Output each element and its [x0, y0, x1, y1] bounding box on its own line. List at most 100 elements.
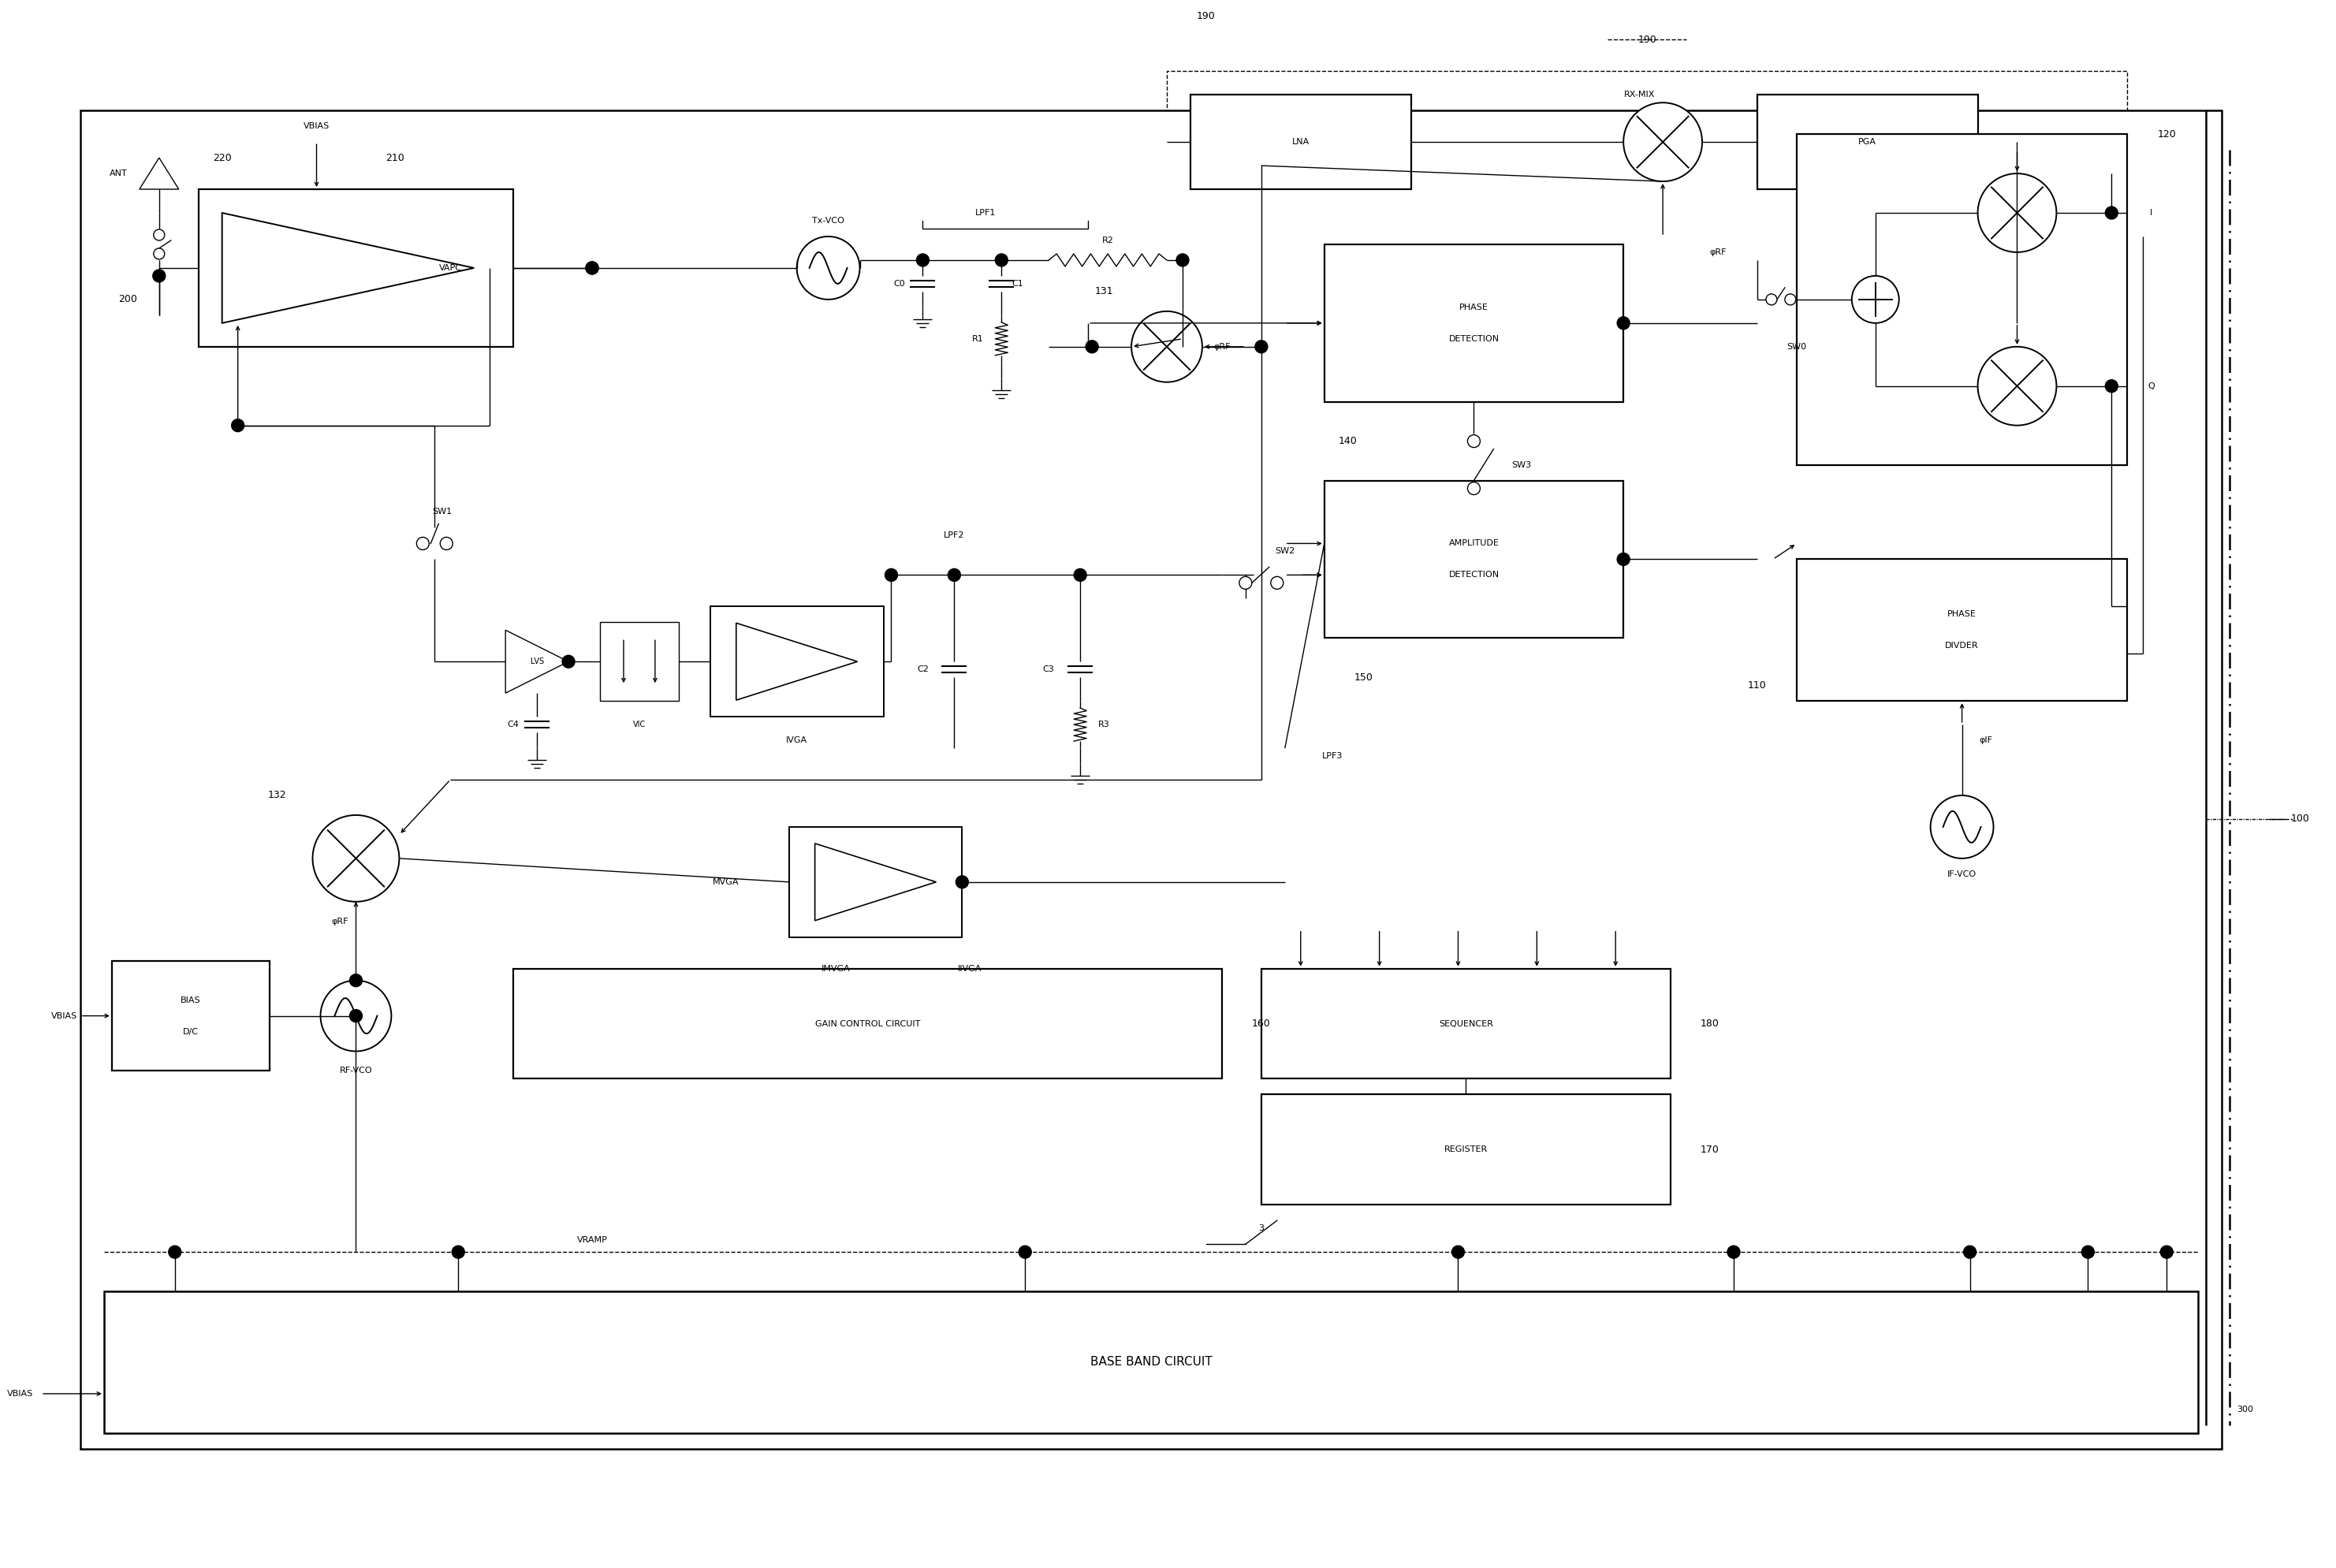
Text: DETECTION: DETECTION	[1448, 571, 1500, 579]
Bar	[105, 1292, 2198, 1433]
Bar	[1757, 94, 1979, 190]
Text: SW2: SW2	[1275, 547, 1294, 555]
Circle shape	[439, 538, 453, 550]
Circle shape	[154, 248, 164, 259]
Circle shape	[885, 569, 897, 582]
Text: PHASE: PHASE	[1460, 303, 1488, 312]
Text: 300: 300	[2238, 1405, 2254, 1413]
Text: 160: 160	[1252, 1019, 1271, 1029]
Bar	[600, 622, 680, 701]
Circle shape	[451, 1245, 465, 1258]
Circle shape	[1254, 340, 1268, 353]
Text: VRAMP: VRAMP	[577, 1236, 607, 1243]
Circle shape	[320, 980, 392, 1051]
Text: 190: 190	[1638, 34, 1656, 45]
Bar	[79, 110, 2222, 1449]
Text: LNA: LNA	[1292, 138, 1310, 146]
Text: PGA: PGA	[1859, 138, 1876, 146]
Bar	[514, 969, 1222, 1079]
Circle shape	[1766, 293, 1778, 304]
Text: 140: 140	[1339, 436, 1357, 447]
Circle shape	[1965, 1245, 1976, 1258]
Text: VAPC: VAPC	[439, 263, 463, 271]
Circle shape	[995, 254, 1007, 267]
Circle shape	[1018, 1245, 1033, 1258]
Text: BIAS: BIAS	[180, 996, 201, 1004]
Text: φIF: φIF	[1979, 737, 1993, 745]
Circle shape	[1979, 174, 2056, 252]
Circle shape	[1785, 293, 1796, 304]
Bar	[790, 826, 962, 938]
Circle shape	[1979, 347, 2056, 425]
Text: φRF: φRF	[1710, 248, 1726, 256]
Circle shape	[1617, 317, 1631, 329]
Circle shape	[1177, 254, 1189, 267]
Text: REGISTER: REGISTER	[1444, 1146, 1488, 1154]
Text: φRF: φRF	[1212, 343, 1231, 351]
Bar	[1166, 71, 2128, 213]
Text: VBIAS: VBIAS	[51, 1011, 77, 1019]
Circle shape	[1240, 577, 1252, 590]
Text: LPF2: LPF2	[944, 532, 965, 539]
Circle shape	[586, 262, 598, 274]
Text: 132: 132	[269, 790, 287, 801]
Circle shape	[1467, 434, 1481, 447]
Bar	[1261, 1094, 1670, 1204]
Text: D/C: D/C	[182, 1027, 199, 1035]
Text: C2: C2	[918, 665, 930, 673]
Bar	[1325, 245, 1624, 401]
Text: 170: 170	[1701, 1145, 1719, 1154]
Circle shape	[154, 229, 164, 240]
Circle shape	[1271, 577, 1282, 590]
Circle shape	[586, 262, 598, 274]
Text: 131: 131	[1096, 287, 1114, 296]
Text: I: I	[2149, 209, 2151, 216]
Text: BASE BAND CIRCUIT: BASE BAND CIRCUIT	[1091, 1356, 1212, 1369]
Text: 220: 220	[213, 152, 231, 163]
Bar	[1325, 480, 1624, 638]
Circle shape	[1852, 276, 1899, 323]
Text: 110: 110	[1747, 681, 1766, 690]
Text: LPF1: LPF1	[976, 209, 995, 216]
Circle shape	[1086, 340, 1098, 353]
Circle shape	[350, 974, 362, 986]
Circle shape	[2081, 1245, 2095, 1258]
Text: C3: C3	[1042, 665, 1054, 673]
Circle shape	[313, 815, 399, 902]
Circle shape	[916, 254, 930, 267]
Text: IMVGA: IMVGA	[822, 964, 850, 972]
Circle shape	[350, 1010, 362, 1022]
Bar	[892, 560, 1222, 779]
Text: VBIAS: VBIAS	[7, 1389, 33, 1397]
Text: 180: 180	[1701, 1019, 1719, 1029]
Circle shape	[2161, 1245, 2172, 1258]
Text: R1: R1	[972, 336, 983, 343]
Text: MVGA: MVGA	[712, 878, 738, 886]
Circle shape	[1467, 481, 1481, 494]
Text: DIVDER: DIVDER	[1946, 641, 1979, 649]
Circle shape	[955, 875, 969, 889]
Bar	[710, 607, 883, 717]
Text: C0: C0	[892, 279, 904, 287]
Text: 200: 200	[119, 295, 138, 304]
Circle shape	[1726, 1245, 1740, 1258]
Text: LVS: LVS	[530, 657, 544, 665]
Circle shape	[563, 655, 575, 668]
Text: Tx-VCO: Tx-VCO	[813, 216, 843, 224]
Text: 120: 120	[2158, 129, 2177, 140]
Text: C4: C4	[507, 721, 519, 729]
Bar	[1796, 135, 2128, 464]
Text: 100: 100	[2292, 814, 2310, 825]
Text: AMPLITUDE: AMPLITUDE	[1448, 539, 1500, 547]
Bar	[199, 190, 514, 347]
Text: 210: 210	[385, 152, 404, 163]
Text: IVGA: IVGA	[787, 737, 808, 745]
Bar	[112, 961, 269, 1071]
Circle shape	[2105, 207, 2119, 220]
Circle shape	[152, 270, 166, 282]
Text: LPF3: LPF3	[1322, 753, 1343, 760]
Text: φRF: φRF	[332, 917, 348, 925]
Bar	[1796, 560, 2128, 701]
Text: SW3: SW3	[1511, 461, 1530, 469]
Circle shape	[168, 1245, 182, 1258]
